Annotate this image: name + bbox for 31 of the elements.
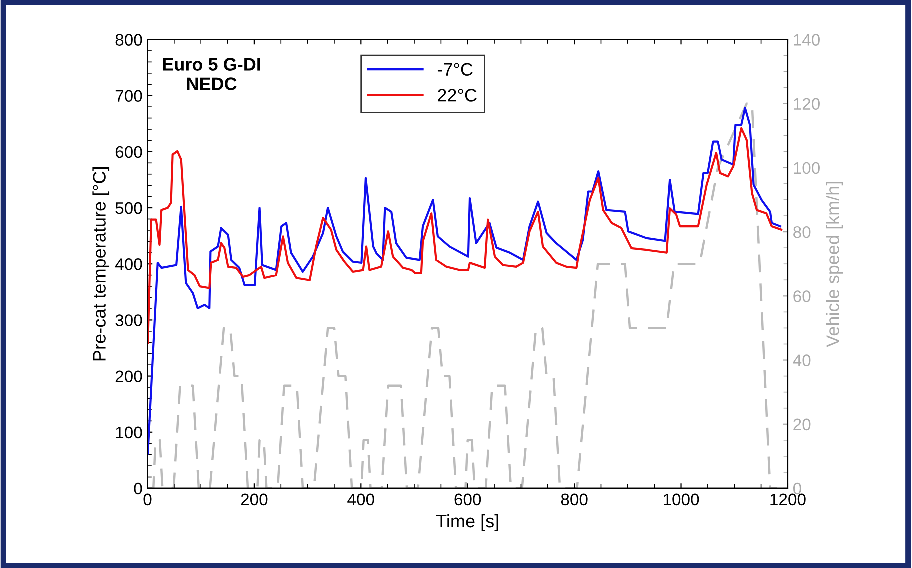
y-tick-label: 700 [116, 90, 142, 102]
y-tick-label: 100 [116, 426, 142, 439]
y-tick-label: 0 [134, 482, 142, 495]
y2-tick-label: 80 [794, 226, 811, 238]
annotation: Euro 5 G-DI NEDC [163, 58, 260, 90]
legend-label: -7°C [438, 63, 473, 76]
x-axis-title: Time [s] [436, 514, 498, 532]
y-tick-label: 300 [116, 314, 142, 326]
y2-tick-label: 40 [793, 354, 811, 366]
y-tick-label: 400 [115, 258, 142, 270]
legend-label: 22°C [438, 89, 477, 102]
x-tick-label: 800 [561, 494, 588, 506]
x-tick-label: 200 [241, 494, 268, 506]
x-tick-label: 400 [348, 494, 374, 506]
y2-tick-label: 100 [794, 162, 820, 174]
line-series [148, 127, 783, 344]
y-axis-title: Pre-cat temperature [°C] [92, 167, 110, 361]
x-tick-label: 0 [144, 494, 152, 506]
y2-tick-label: 60 [794, 290, 811, 302]
x-tick-label: 600 [454, 494, 482, 506]
y2-tick-label: 20 [794, 418, 811, 431]
y2-tick-label: 120 [794, 98, 820, 110]
y2-tick-label: 0 [793, 482, 802, 495]
x-tick-label: 1200 [770, 494, 806, 506]
y-tick-label: 800 [116, 34, 142, 46]
y2-tick-label: 140 [794, 34, 820, 46]
y-tick-label: 500 [116, 202, 142, 214]
y2-axis-title: Vehicle speed [km/h] [826, 182, 844, 348]
y-tick-label: 200 [116, 370, 142, 383]
y-tick-label: 600 [116, 146, 142, 158]
x-tick-label: 1000 [664, 494, 700, 506]
